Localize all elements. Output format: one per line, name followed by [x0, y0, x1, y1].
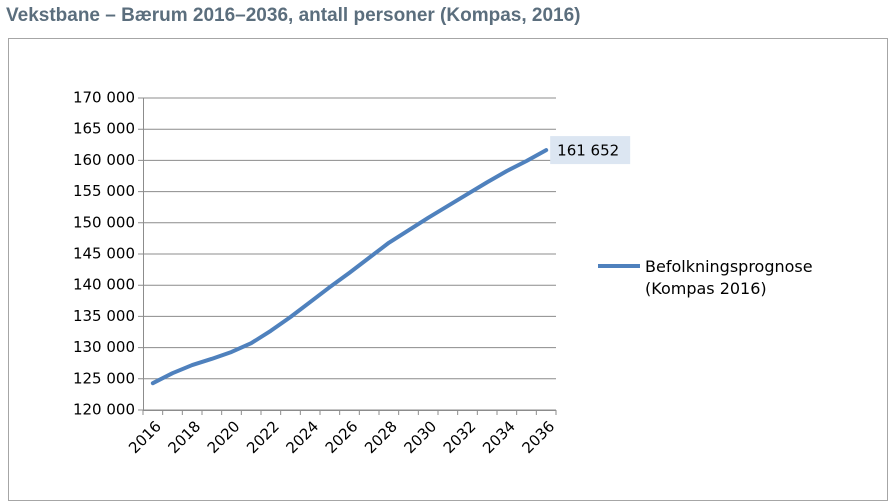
- y-tick-label: 150 000: [73, 213, 135, 231]
- x-tick-label: 2028: [361, 417, 401, 457]
- legend-label: Befolkningsprognose (Kompas 2016): [645, 257, 813, 298]
- chart-title: Vekstbane – Bærum 2016–2036, antall pers…: [6, 5, 581, 26]
- chart-frame: [8, 38, 888, 501]
- x-tick-label: 2022: [243, 417, 283, 457]
- x-tick-label: 2032: [440, 417, 480, 457]
- x-tick-label: 2020: [204, 417, 244, 457]
- x-tick-label: 2018: [164, 417, 204, 457]
- x-tick-label: 2024: [282, 417, 322, 457]
- data-label-box: [550, 136, 631, 165]
- data-line: [150, 148, 549, 386]
- y-tick-label: 140 000: [73, 276, 135, 294]
- x-tick-label: 2016: [125, 417, 165, 457]
- y-tick-label: 170 000: [73, 89, 135, 107]
- x-tick-label: 2034: [479, 417, 519, 457]
- y-tick-label: 125 000: [73, 369, 135, 387]
- x-tick-label: 2026: [322, 417, 362, 457]
- y-tick-label: 135 000: [73, 307, 135, 325]
- y-tick-label: 130 000: [73, 338, 135, 356]
- y-tick-label: 165 000: [73, 120, 135, 138]
- x-tick-label: 2036: [518, 417, 558, 457]
- y-tick-label: 155 000: [73, 182, 135, 200]
- y-tick-label: 145 000: [73, 245, 135, 263]
- x-tick-label: 2030: [400, 417, 440, 457]
- y-tick-label: 160 000: [73, 151, 135, 169]
- data-label: 161 652: [557, 142, 619, 160]
- y-tick-label: 120 000: [73, 401, 135, 419]
